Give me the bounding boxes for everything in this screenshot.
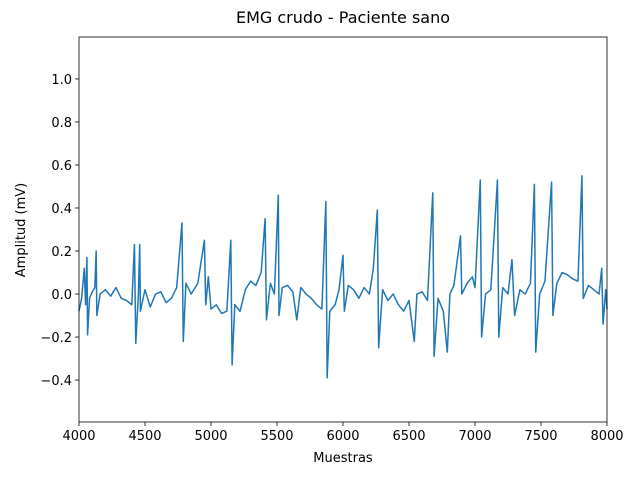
- y-tick-label: 0.0: [51, 288, 72, 303]
- y-tick-label: −0.2: [40, 331, 72, 346]
- y-tick-label: 1.0: [51, 73, 72, 88]
- y-axis-label: Amplitud (mV): [14, 183, 29, 277]
- x-tick-label: 4000: [62, 429, 95, 444]
- x-axis-label: Muestras: [313, 451, 373, 466]
- x-tick-label: 7500: [524, 429, 557, 444]
- plot-frame: [78, 36, 608, 423]
- data-line: [78, 174, 608, 379]
- x-tick-label: 5500: [260, 429, 293, 444]
- y-tick-label: 0.8: [51, 116, 72, 131]
- x-tick-label: 8000: [590, 429, 623, 444]
- x-tick-label: 7000: [458, 429, 491, 444]
- x-tick-label: 5000: [194, 429, 227, 444]
- y-tick-label: 0.6: [51, 159, 72, 174]
- y-tick-label: 0.2: [51, 245, 72, 260]
- y-tick-label: 0.4: [51, 202, 72, 217]
- y-tick-label: −0.4: [40, 374, 72, 389]
- x-tick-label: 6000: [326, 429, 359, 444]
- chart-title: EMG crudo - Paciente sano: [236, 8, 450, 27]
- x-tick-label: 4500: [128, 429, 161, 444]
- x-tick-label: 6500: [392, 429, 425, 444]
